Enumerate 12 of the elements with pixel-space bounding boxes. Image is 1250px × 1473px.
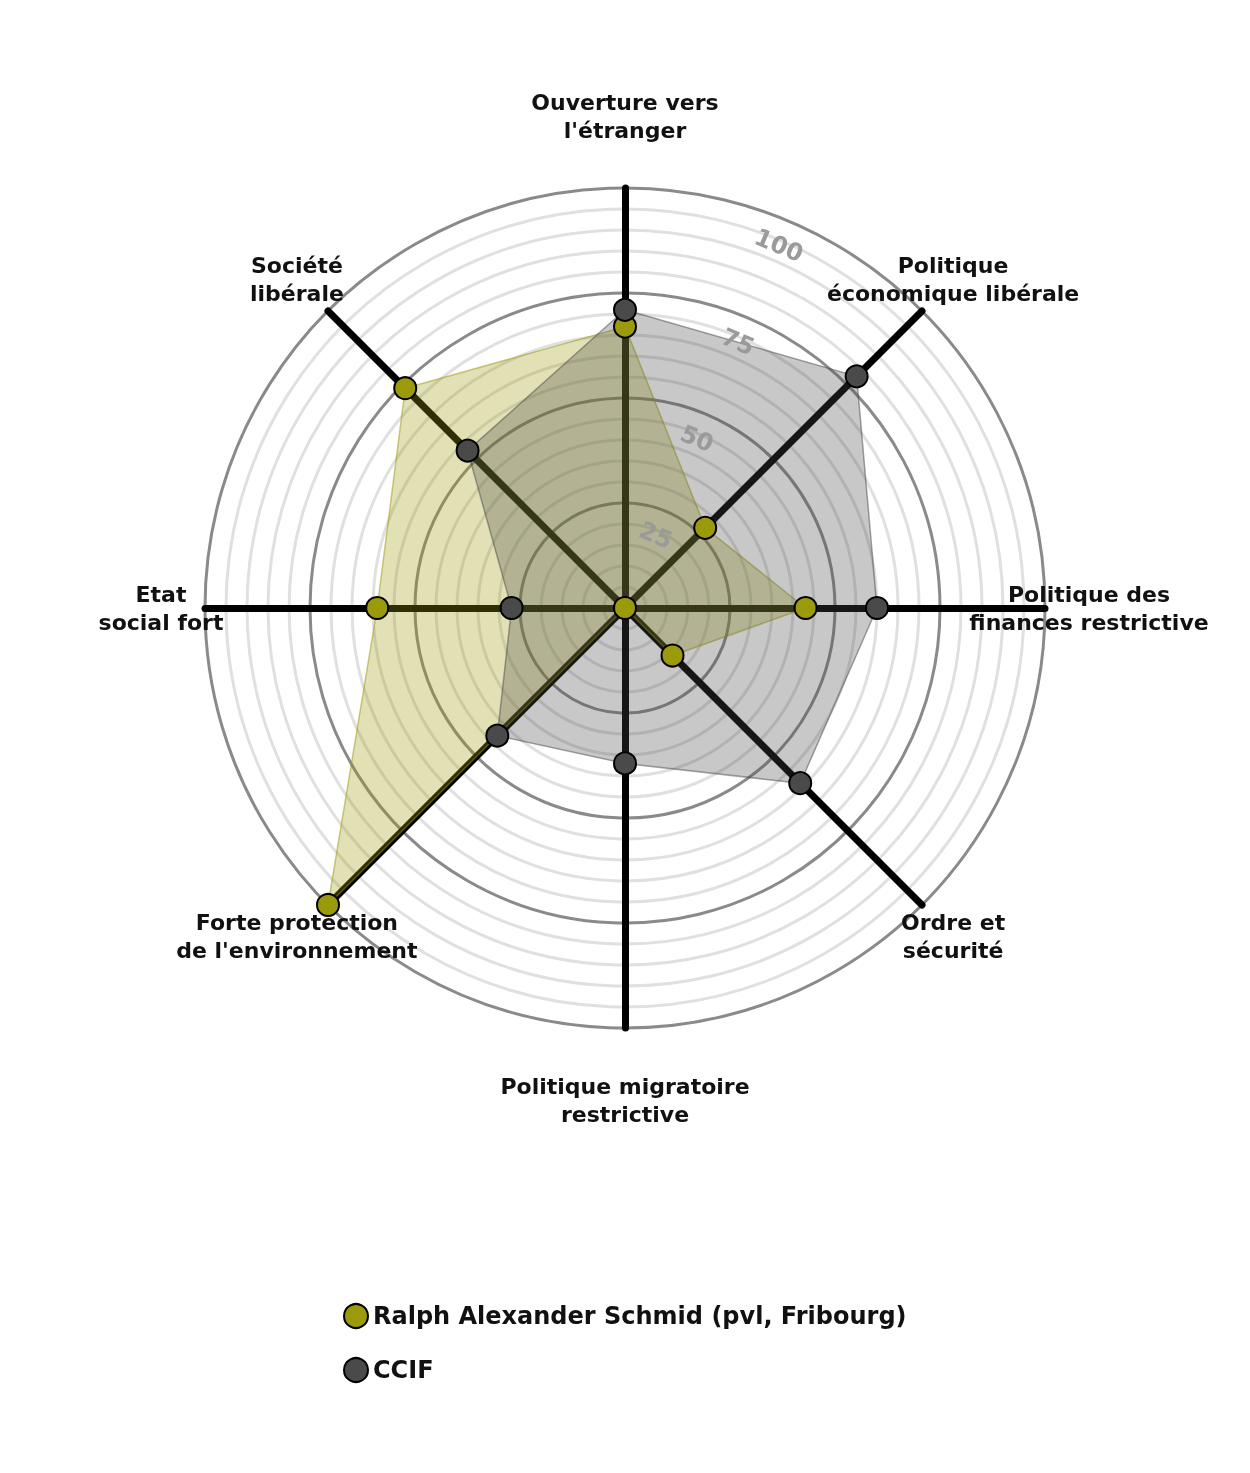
spoke-label: Société libérale [249, 253, 344, 307]
spoke-label: Ouverture vers l'étranger [531, 89, 719, 143]
legend-label: Ralph Alexander Schmid (pvl, Fribourg) [373, 1302, 907, 1330]
y-tick-label: 75 [717, 322, 759, 362]
spoke-label: Etat social fort [98, 581, 224, 635]
spoke-label: Politique des finances restrictive [969, 581, 1209, 635]
legend-label: CCIF [373, 1356, 434, 1384]
spoke-label: Ordre et sécurité [901, 909, 1006, 963]
spoke-label: Politique migratoire restrictive [500, 1073, 750, 1127]
spoke-label: Politique économique libérale [826, 253, 1080, 307]
spoke-label: Forte protection de l'environnement [176, 909, 419, 963]
y-tick-label: 100 [750, 222, 808, 268]
